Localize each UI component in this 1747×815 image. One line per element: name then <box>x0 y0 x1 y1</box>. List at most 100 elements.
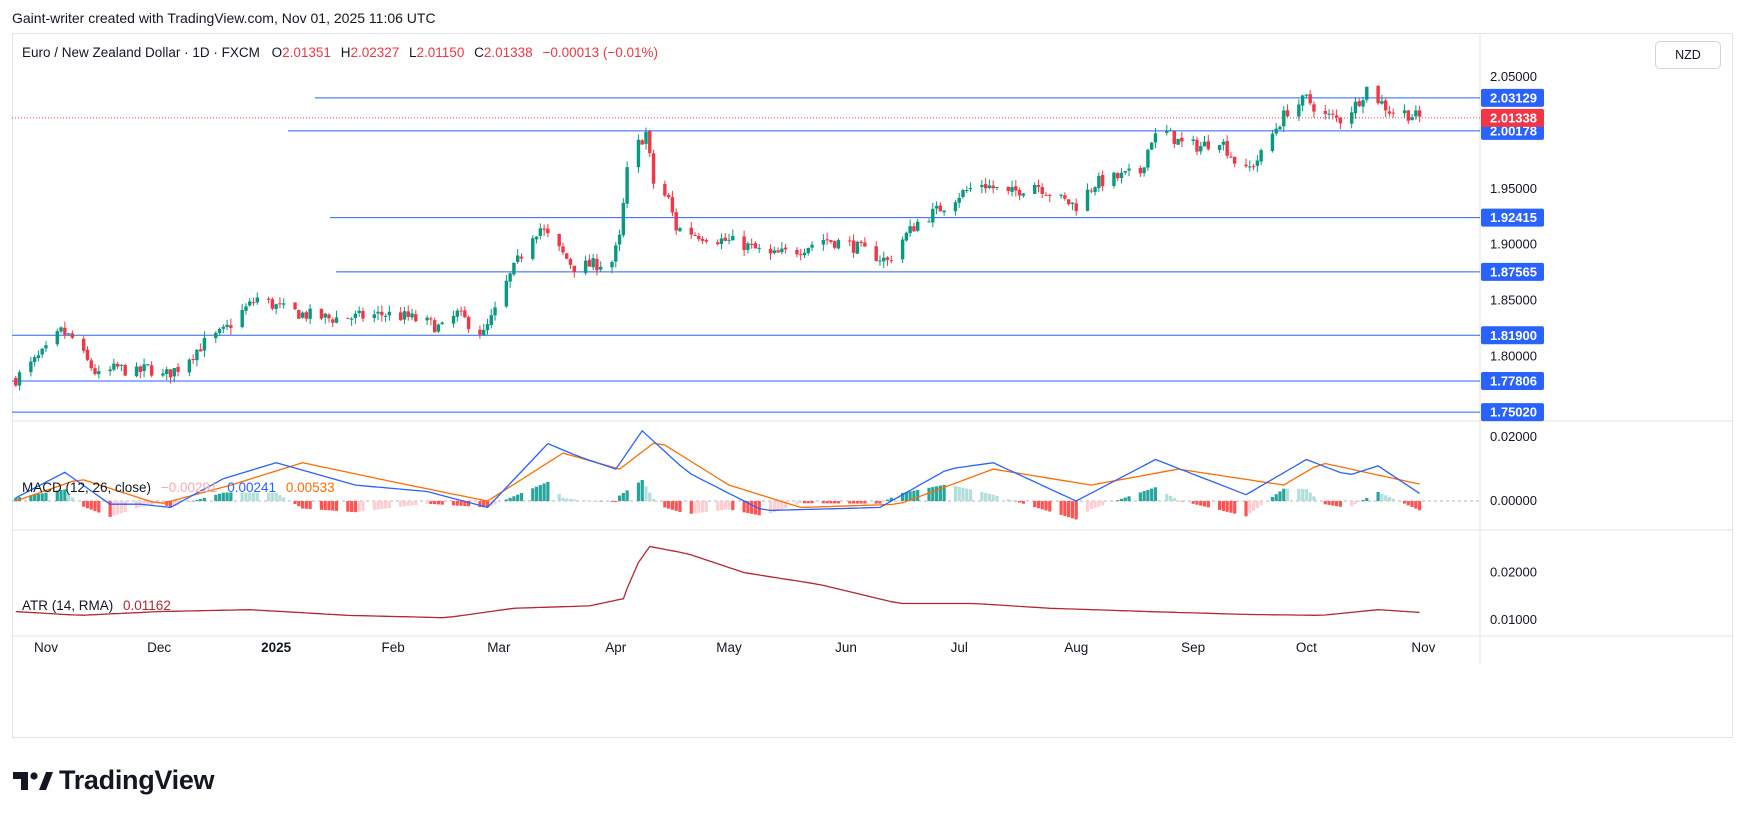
macd-hist-bar <box>565 498 569 502</box>
candle <box>1119 168 1124 184</box>
candle <box>1127 163 1131 177</box>
macd-hist-bar <box>251 492 256 502</box>
macd-hist-bar <box>1304 488 1309 502</box>
candle <box>323 312 327 324</box>
candle <box>780 242 784 255</box>
macd-hist-value: −0.00291 <box>160 480 218 495</box>
macd-hist-bar <box>1384 495 1388 502</box>
candle <box>1074 198 1078 216</box>
candle <box>361 307 365 322</box>
macd-hist-bar <box>1168 495 1173 502</box>
candle <box>214 331 218 344</box>
tradingview-logo[interactable]: TradingView <box>13 765 215 796</box>
macd-hist-bar <box>689 501 693 514</box>
candle <box>138 365 143 379</box>
low-value: 2.01150 <box>416 45 465 60</box>
svg-text:2.00178: 2.00178 <box>1490 123 1537 138</box>
macd-hist-bar <box>1248 501 1252 514</box>
candle <box>987 179 992 190</box>
macd-hist-bar <box>591 500 595 502</box>
macd-signal-value: 0.00533 <box>285 480 335 495</box>
candle <box>829 239 833 244</box>
candle <box>1308 89 1312 106</box>
macd-hist-bar <box>640 479 644 502</box>
macd-hist-bar <box>848 501 852 504</box>
candle <box>202 331 207 357</box>
candle <box>1097 172 1101 193</box>
candle <box>1014 180 1018 197</box>
candle <box>115 361 120 370</box>
macd-hist-bar <box>987 493 992 502</box>
candle <box>108 366 112 376</box>
macd-hist-bar <box>1195 501 1199 505</box>
candle <box>221 324 226 334</box>
macd-hist-bar <box>327 501 331 511</box>
candle <box>848 236 852 247</box>
macd-hist-bar <box>1119 498 1124 502</box>
macd-hist-bar <box>731 501 735 511</box>
macd-hist-bar <box>701 501 705 513</box>
macd-line-value: 0.00241 <box>227 480 277 495</box>
price-tick: 1.80000 <box>1490 348 1537 363</box>
candle <box>1233 156 1237 168</box>
chart-frame <box>12 33 1733 738</box>
month-label: Dec <box>147 640 171 655</box>
candle <box>587 254 592 267</box>
candle <box>961 188 965 199</box>
candle <box>1391 108 1395 118</box>
macd-hist-bar <box>14 497 18 502</box>
macd-hist-bar <box>1221 501 1225 511</box>
macd-hist-bar <box>1361 499 1365 502</box>
candle <box>697 232 701 242</box>
candle <box>719 233 724 250</box>
candle <box>1300 94 1305 112</box>
candle <box>1206 134 1210 151</box>
macd-hist-bar <box>248 492 252 502</box>
macd-hist-bar <box>1387 496 1392 502</box>
candle <box>1251 163 1256 171</box>
macd-hist-bar <box>467 501 471 507</box>
svg-text:1.81900: 1.81900 <box>1490 328 1537 343</box>
candle <box>1153 128 1158 149</box>
candle <box>187 358 192 377</box>
macd-hist-bar <box>851 501 856 504</box>
macd-hist-bar <box>1097 501 1101 507</box>
macd-legend: MACD (12, 26, close) −0.00291 0.00241 0.… <box>22 480 335 495</box>
candle <box>436 323 441 333</box>
candle <box>1172 130 1177 148</box>
macd-hist-bar <box>187 501 191 503</box>
macd-hist-bar <box>1301 488 1305 502</box>
candle <box>14 375 18 387</box>
macd-hist-bar <box>957 486 961 502</box>
macd-hist-bar <box>531 488 535 502</box>
macd-hist-bar <box>346 501 350 512</box>
candle <box>1304 93 1309 99</box>
macd-hist-bar <box>863 501 867 504</box>
macd-hist-bar <box>436 501 441 505</box>
macd-hist-bar <box>44 492 48 502</box>
close-value: 2.01338 <box>483 45 533 60</box>
macd-hist-bar <box>697 501 701 513</box>
candle <box>478 325 482 339</box>
candle <box>440 321 444 325</box>
candle <box>82 336 86 354</box>
month-label: Nov <box>1411 640 1435 655</box>
macd-hist-bar <box>644 486 648 502</box>
currency-button[interactable]: NZD <box>1655 41 1721 69</box>
macd-hist-bar <box>821 501 825 504</box>
macd-hist-bar <box>240 492 244 502</box>
svg-text:1.75020: 1.75020 <box>1490 405 1537 420</box>
candle <box>482 323 486 336</box>
candle <box>636 134 641 173</box>
macd-hist-bar <box>855 501 859 504</box>
candle <box>504 275 509 308</box>
macd-hist-bar <box>195 499 199 502</box>
macd-hist-bar <box>1116 500 1120 502</box>
macd-hist-bar <box>1089 501 1093 510</box>
month-label: 2025 <box>261 640 292 655</box>
macd-hist-bar <box>85 501 90 509</box>
macd-hist-bar <box>387 501 391 509</box>
macd-hist-bar <box>1202 501 1207 507</box>
macd-hist-bar <box>59 490 63 502</box>
